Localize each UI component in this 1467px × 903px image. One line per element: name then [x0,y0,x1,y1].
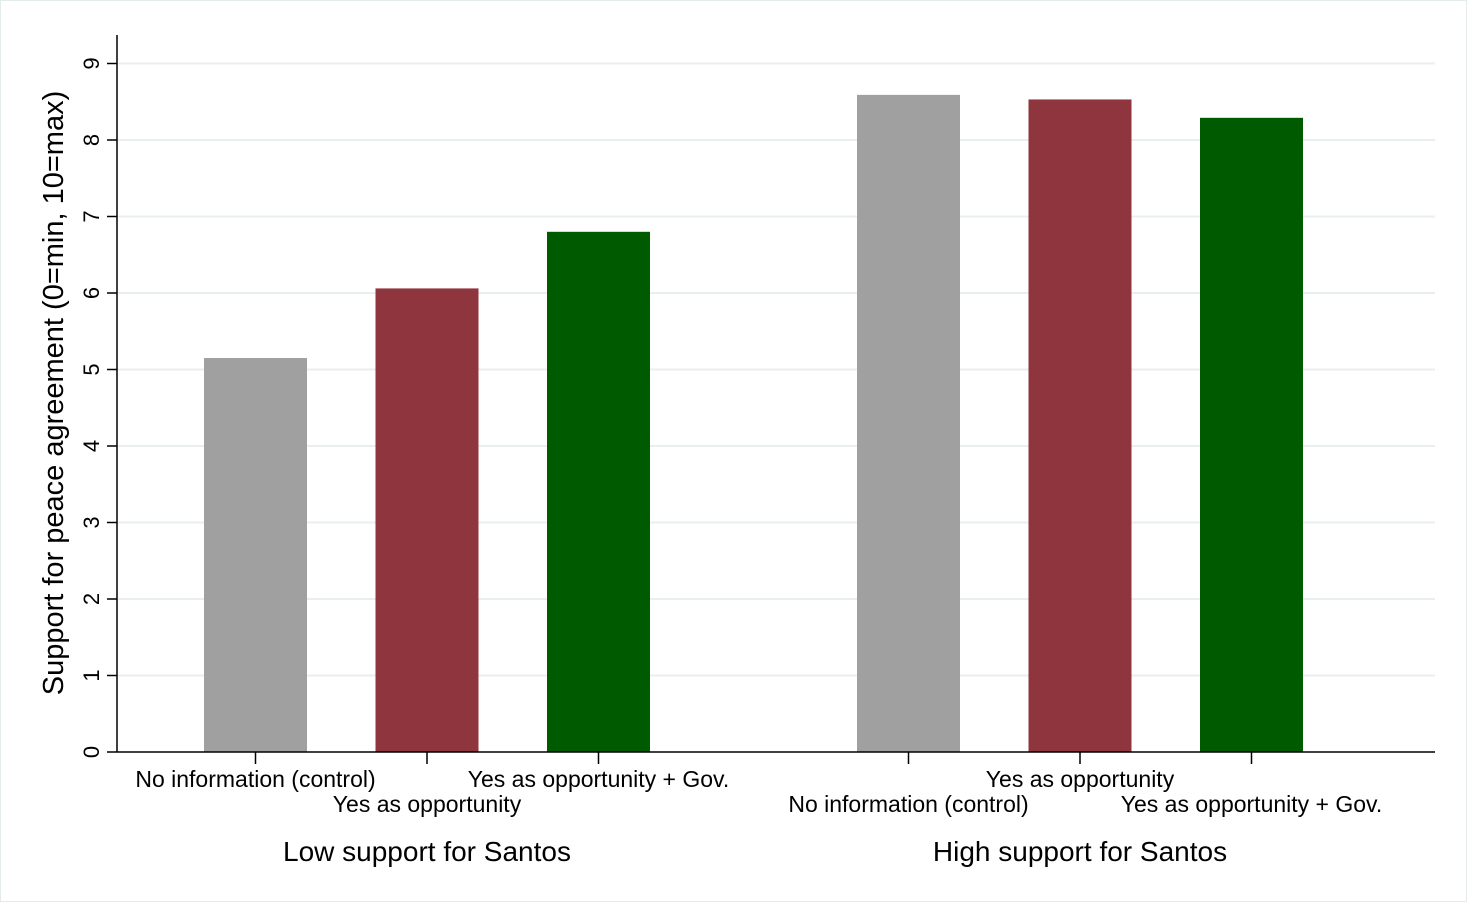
bar [1028,99,1132,752]
bar [1200,117,1303,752]
category-label: No information (control) [788,791,1028,817]
category-labels: No information (control)Yes as opportuni… [135,766,1382,817]
category-label: Yes as opportunity [986,766,1175,792]
category-label: Yes as opportunity + Gov. [468,766,729,792]
y-tick-label: 2 [79,593,104,605]
group-labels: Low support for Santos High support for S… [283,836,1227,867]
category-label: Yes as opportunity + Gov. [1121,791,1382,817]
group-label: Low support for Santos [283,836,571,867]
y-tick-label: 9 [79,57,104,69]
category-label: No information (control) [135,766,375,792]
axes [116,35,1435,764]
y-tick-label: 6 [79,287,104,299]
bar [857,94,960,753]
bars [204,94,1303,753]
bar [375,288,479,752]
y-ticks: 0 1 2 3 4 5 6 7 8 9 [79,57,117,758]
gridlines [118,62,1435,677]
bar [204,358,307,752]
bar [547,231,650,753]
y-tick-label: 4 [79,440,104,452]
group-label: High support for Santos [933,836,1227,867]
category-label: Yes as opportunity [333,791,522,817]
y-tick-label: 0 [79,746,104,758]
y-tick-label: 5 [79,363,104,375]
y-tick-label: 1 [79,669,104,681]
y-tick-label: 7 [79,210,104,222]
y-axis-label: Support for peace agreement (0=min, 10=m… [38,91,70,696]
y-tick-label: 8 [79,134,104,146]
y-tick-label: 3 [79,516,104,528]
